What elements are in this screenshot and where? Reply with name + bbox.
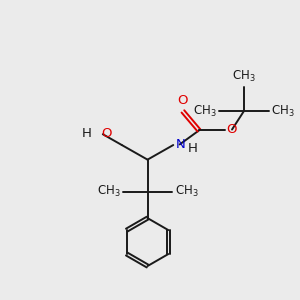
Text: CH$_3$: CH$_3$	[271, 104, 295, 119]
Text: H: H	[82, 127, 92, 140]
Text: CH$_3$: CH$_3$	[232, 69, 256, 84]
Text: O: O	[178, 94, 188, 107]
Text: H: H	[188, 142, 198, 155]
Text: CH$_3$: CH$_3$	[193, 104, 217, 119]
Text: CH$_3$: CH$_3$	[175, 184, 198, 199]
Text: CH$_3$: CH$_3$	[97, 184, 120, 199]
Text: O: O	[226, 123, 236, 136]
Text: N: N	[176, 138, 185, 151]
Text: O: O	[101, 127, 112, 140]
